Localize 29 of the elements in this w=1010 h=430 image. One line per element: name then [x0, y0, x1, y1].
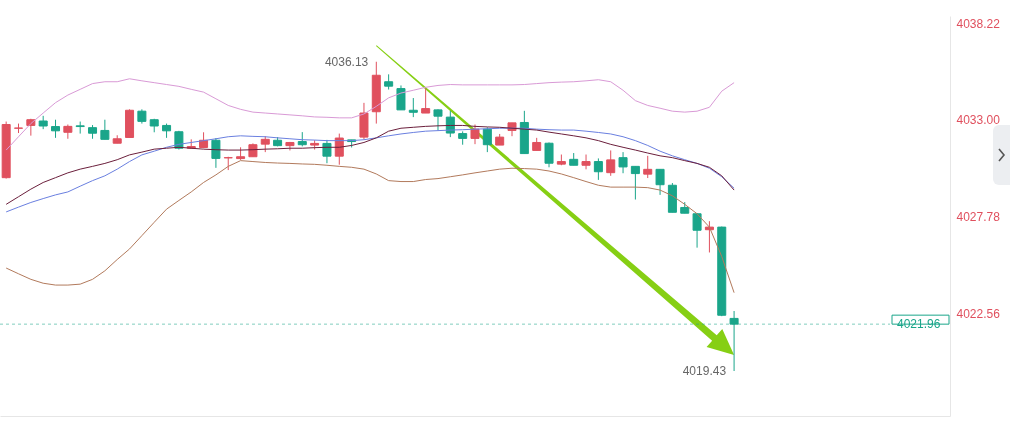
y-tick-label: 4033.00	[956, 113, 1001, 128]
candlestick	[729, 310, 739, 372]
candlestick	[63, 124, 73, 140]
candlestick	[618, 151, 628, 174]
candlestick	[692, 212, 702, 249]
candlestick	[322, 139, 332, 164]
candlestick	[51, 119, 61, 139]
candlestick	[421, 88, 431, 114]
candlestick	[581, 154, 591, 170]
candlestick	[544, 141, 554, 168]
y-tick-label: 4038.22	[956, 16, 1001, 31]
candlestick	[211, 137, 221, 169]
line-series	[5, 78, 735, 151]
candlestick	[470, 124, 480, 145]
y-tick-label: 4027.78	[956, 209, 1001, 224]
candlestick	[593, 157, 603, 181]
candlestick	[100, 119, 110, 140]
candlestick	[408, 97, 418, 118]
candlestick	[704, 220, 714, 253]
y-tick-label: 4022.56	[956, 306, 1001, 321]
candlestick	[643, 155, 653, 179]
candlestick	[655, 168, 665, 196]
candlestick	[396, 84, 406, 111]
candlestick	[433, 108, 443, 131]
candlestick	[630, 165, 640, 201]
candlestick	[606, 149, 616, 177]
annotation: 4036.13	[324, 54, 369, 69]
annotation: 4019.43	[682, 364, 727, 378]
candlestick	[482, 126, 492, 153]
